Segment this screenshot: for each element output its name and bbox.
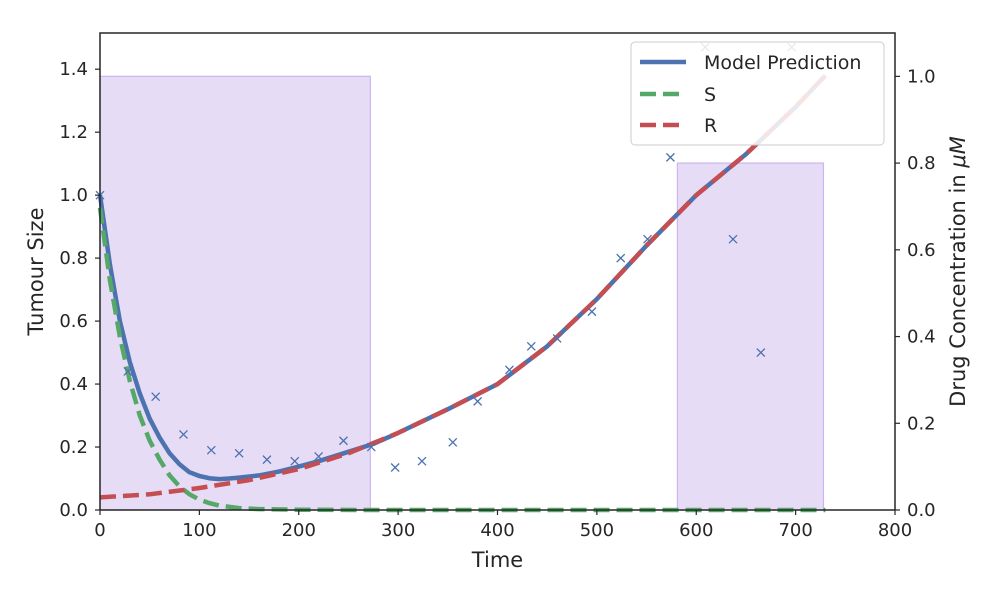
observation-marker: [366, 442, 376, 452]
observation-marker: [616, 253, 626, 263]
observation-marker-stroke: [262, 455, 272, 465]
observation-marker: [417, 456, 427, 466]
observation-marker: [234, 448, 244, 458]
legend-label-s: S: [704, 84, 716, 106]
right-y-tick-label: 0.2: [907, 413, 936, 434]
left-y-tick-label: 0.6: [59, 311, 88, 332]
observation-marker: [665, 152, 675, 162]
observation-marker: [728, 234, 738, 244]
observation-marker: [526, 341, 536, 351]
left-y-tick-label: 0.2: [59, 437, 88, 458]
x-tick-label: 500: [580, 520, 614, 541]
observation-marker-stroke: [552, 333, 562, 343]
observation-marker: [756, 348, 766, 358]
observation-marker-stroke: [290, 456, 300, 466]
observation-marker: [290, 456, 300, 466]
right-y-axis-label: Drug Concentration in μM: [946, 136, 970, 407]
legend: Model Prediction S R: [630, 41, 885, 146]
observation-marker-stroke: [179, 429, 188, 439]
observation-marker-stroke: [504, 365, 514, 375]
drug-region-1: [99, 75, 371, 511]
observation-marker: [587, 307, 597, 317]
observation-marker: [206, 445, 216, 455]
observation-marker-stroke: [616, 253, 626, 263]
left-y-tick-label: 1.0: [59, 185, 88, 206]
observation-marker-stroke: [665, 152, 675, 162]
observation-marker-stroke: [417, 456, 427, 466]
x-tick-label: 200: [282, 520, 316, 541]
observation-marker-stroke: [314, 452, 324, 461]
observation-marker: [262, 455, 272, 465]
observation-marker: [179, 429, 188, 439]
observation-marker-stroke: [151, 392, 161, 402]
right-y-axis-label-text: Drug Concentration in: [946, 168, 970, 407]
x-tick-label: 600: [679, 520, 713, 541]
series-line-model-prediction: [97, 73, 828, 482]
x-tick-label: 300: [381, 520, 415, 541]
x-tick-label: 700: [778, 520, 812, 541]
observation-marker-stroke: [206, 445, 216, 455]
observation-marker-stroke: [339, 436, 348, 446]
drug-region-2: [676, 162, 825, 511]
observation-marker-stroke: [526, 341, 536, 351]
left-y-tick-label: 0.0: [59, 500, 88, 521]
x-axis-label: Time: [471, 548, 523, 572]
observation-marker-stroke: [123, 367, 133, 376]
observation-marker-stroke: [643, 234, 653, 244]
observation-marker: [123, 367, 133, 376]
x-axis-ticks: 0 100 200 300 400 500 600 700 800: [94, 510, 912, 541]
right-y-tick-label: 0.0: [907, 500, 936, 521]
right-y-tick-label: 0.6: [907, 240, 936, 261]
observation-marker: [473, 396, 483, 406]
observation-marker-stroke: [366, 442, 376, 452]
drug-concentration-regions: [99, 75, 825, 511]
right-y-axis-ticks: 0.0 0.2 0.4 0.6 0.8 1.0: [895, 66, 936, 521]
left-y-tick-label: 1.2: [59, 122, 88, 143]
legend-box: [630, 41, 885, 146]
observation-marker: [339, 436, 348, 446]
observation-marker: [552, 333, 562, 343]
x-tick-label: 800: [878, 520, 912, 541]
observation-marker: [448, 437, 458, 447]
observation-marker-stroke: [473, 396, 483, 406]
observation-marker: [504, 365, 514, 375]
observation-marker: [314, 452, 324, 461]
x-tick-label: 400: [480, 520, 514, 541]
observation-marker-stroke: [390, 463, 400, 472]
observation-marker-stroke: [234, 448, 244, 458]
left-y-tick-label: 0.8: [59, 248, 88, 269]
observation-marker-stroke: [756, 348, 766, 358]
right-y-tick-label: 1.0: [907, 66, 936, 87]
observation-marker-stroke: [448, 437, 458, 447]
observation-marker-stroke: [728, 234, 738, 244]
observation-marker: [643, 234, 653, 244]
observation-marker: [151, 392, 161, 402]
series-line-r: [99, 73, 828, 500]
right-y-tick-label: 0.8: [907, 153, 936, 174]
left-y-tick-label: 1.4: [59, 59, 88, 80]
legend-label-model: Model Prediction: [704, 52, 861, 74]
legend-label-r: R: [704, 115, 717, 137]
observation-marker-stroke: [587, 307, 597, 317]
x-tick-label: 100: [182, 520, 216, 541]
x-tick-label: 0: [94, 520, 105, 541]
left-y-axis-ticks: 0.0 0.2 0.4 0.6 0.8 1.0 1.2 1.4: [59, 59, 100, 521]
right-y-tick-label: 0.4: [907, 327, 936, 348]
left-y-axis-label: Tumour Size: [24, 208, 48, 337]
right-y-axis-label-unit: μM: [946, 136, 970, 168]
observation-marker: [390, 463, 400, 472]
left-y-tick-label: 0.4: [59, 374, 88, 395]
